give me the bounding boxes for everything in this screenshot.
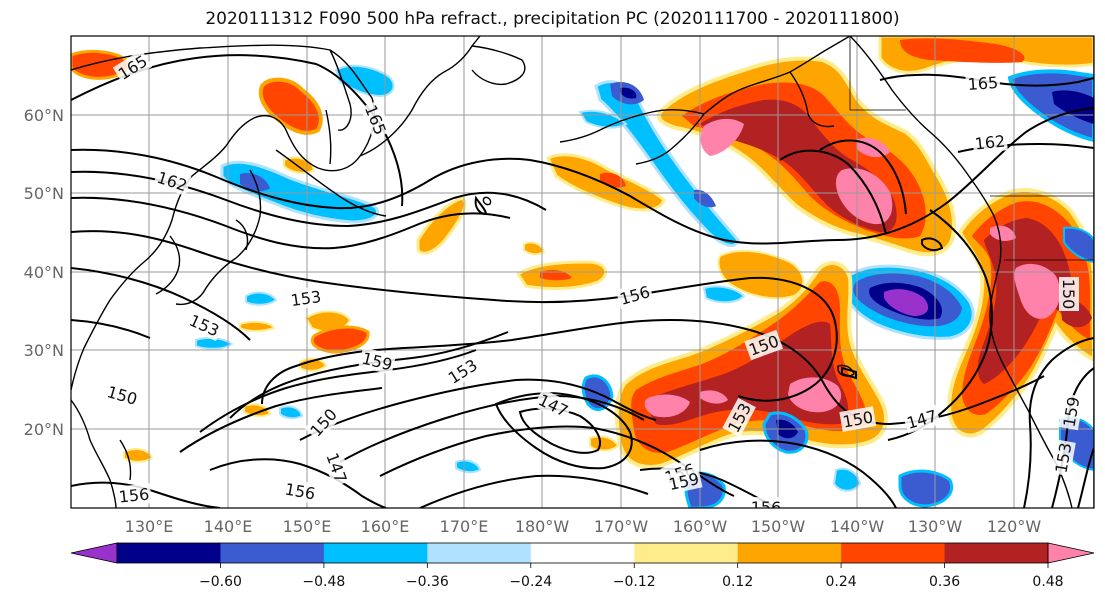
precip-region [540, 270, 572, 281]
latitude-label: 60°N [24, 106, 64, 125]
precip-region [1063, 226, 1094, 264]
latitude-labels: 60°N 50°N 40°N 30°N 20°N [24, 106, 64, 439]
contour-label: 165 [965, 71, 1001, 95]
coastlines [71, 36, 1094, 508]
contour-label: 156 [281, 478, 319, 504]
precip-region [334, 64, 395, 98]
map-title: 2020111312 F090 500 hPa refract., precip… [205, 9, 900, 29]
colorbar-segment [737, 543, 842, 563]
colorbar-tick-label: 0.24 [826, 574, 857, 590]
precip-region [279, 405, 304, 420]
precip-region [1014, 263, 1061, 319]
contour-label: 162 [971, 130, 1008, 154]
gridlines [71, 36, 1094, 508]
colorbar-tick-label: −0.36 [406, 574, 449, 590]
svg-text:162: 162 [974, 131, 1006, 153]
colorbar-segment [634, 543, 739, 563]
refractivity-contours [71, 54, 1094, 508]
precip-region [700, 390, 728, 404]
svg-text:153: 153 [289, 287, 322, 310]
precip-region [195, 336, 234, 350]
contour-label: 150 [839, 406, 877, 432]
precip-region [523, 241, 546, 256]
precip-region [310, 325, 370, 354]
longitude-label: 170°W [594, 517, 649, 536]
longitude-label: 130°W [908, 517, 963, 536]
contour-label: 156 [115, 483, 152, 507]
longitude-label: 160°W [673, 517, 728, 536]
colorbar-tick-label: 0.36 [929, 574, 960, 590]
longitude-label: 150°E [283, 517, 332, 536]
colorbar: −0.60 −0.48 −0.36 −0.24 −0.12 0.12 0.24 0.36 0.4… [70, 542, 1095, 590]
precip-region [239, 320, 276, 332]
latitude-label: 30°N [24, 341, 64, 360]
colorbar-tick-label: −0.48 [302, 574, 345, 590]
colorbar-tick-label: −0.60 [199, 574, 242, 590]
svg-text:150: 150 [1059, 279, 1078, 310]
contour-label: 153 [287, 285, 325, 311]
precip-region [884, 289, 929, 316]
longitude-label: 140°E [204, 517, 253, 536]
precip-region [620, 87, 637, 99]
latitude-label: 50°N [24, 184, 64, 203]
precip-region [455, 459, 482, 474]
colorbar-segment [944, 543, 1049, 563]
longitude-label: 140°W [830, 517, 885, 536]
precip-region [644, 394, 690, 418]
precip-region [258, 77, 323, 135]
precip-region [990, 225, 1016, 241]
svg-text:165: 165 [967, 73, 999, 94]
precip-region [71, 50, 130, 80]
precip-region [589, 435, 620, 452]
colorbar-tick-label: −0.24 [509, 574, 552, 590]
contour-label: 156 [749, 497, 783, 517]
longitude-label: 170°E [440, 517, 489, 536]
colorbar-segment [530, 543, 635, 563]
svg-text:156: 156 [118, 484, 150, 506]
longitude-labels: 130°E 140°E 150°E 160°E 170°E 180°W 170°W 160°W… [125, 517, 1042, 536]
precip-region [702, 285, 746, 304]
colorbar-tick-label: 0.12 [722, 574, 753, 590]
longitude-label: 180°W [515, 517, 570, 536]
precip-region [900, 38, 1025, 63]
precip-region [1052, 90, 1094, 124]
latitude-label: 20°N [24, 420, 64, 439]
longitude-label: 120°W [987, 517, 1042, 536]
colorbar-outline [116, 542, 1049, 564]
precip-region [245, 291, 278, 306]
precip-shading [71, 36, 1094, 508]
precip-region [717, 249, 805, 300]
colorbar-segment [220, 543, 325, 563]
colorbar-segment [323, 543, 428, 563]
precip-region [1007, 69, 1094, 143]
precip-region [123, 448, 154, 463]
contour-label: 150 [1059, 277, 1079, 311]
longitude-label: 160°E [361, 517, 410, 536]
colorbar-extend-low [70, 542, 118, 564]
map-frame [70, 35, 1095, 509]
precip-region [832, 467, 862, 492]
latitude-label: 40°N [24, 263, 64, 282]
precip-region [788, 377, 842, 413]
longitude-label: 150°W [751, 517, 806, 536]
precip-region [416, 196, 467, 255]
colorbar-segment [117, 543, 221, 563]
colorbar-extend-high [1047, 542, 1095, 564]
contour-label: 150 [103, 380, 142, 410]
colorbar-segment [841, 543, 946, 563]
precip-region [898, 469, 953, 508]
colorbar-tick-label: 0.48 [1032, 574, 1063, 590]
svg-text:156: 156 [751, 498, 782, 517]
colorbar-segment [427, 543, 532, 563]
longitude-label: 130°E [125, 517, 174, 536]
precip-region [243, 403, 272, 418]
colorbar-tick-label: −0.12 [613, 574, 656, 590]
precip-region [700, 118, 744, 156]
